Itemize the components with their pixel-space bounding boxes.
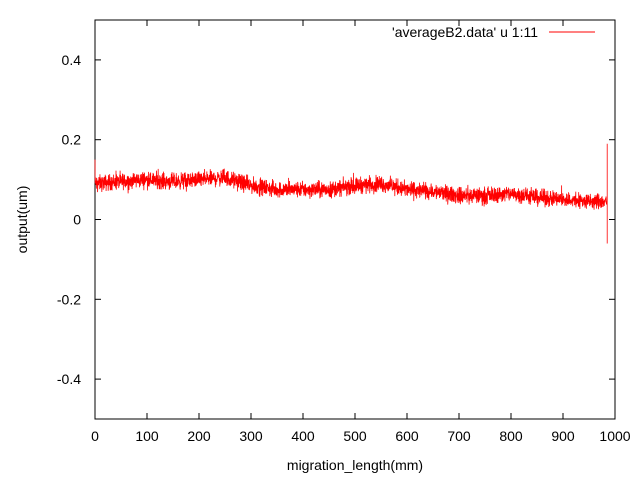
y-tick-label: 0.4: [62, 52, 82, 68]
x-tick-label: 100: [135, 428, 159, 444]
legend: 'averageB2.data' u 1:11: [392, 24, 595, 40]
x-tick-label: 600: [395, 428, 419, 444]
y-tick-label: -0.2: [57, 291, 81, 307]
x-tick-label: 1000: [599, 428, 630, 444]
x-tick-label: 300: [239, 428, 263, 444]
plot-frame: [94, 19, 616, 420]
legend-entry-label: 'averageB2.data' u 1:11: [392, 24, 538, 40]
x-tick-label: 900: [551, 428, 575, 444]
x-tick-label: 700: [447, 428, 471, 444]
x-tick-label: 400: [291, 428, 315, 444]
x-tick-label: 200: [187, 428, 211, 444]
axis-ticks: [94, 20, 616, 419]
plot-border: [94, 19, 616, 420]
series-layer: [94, 143, 608, 244]
x-tick-label: 500: [343, 428, 367, 444]
x-tick-label: 800: [499, 428, 523, 444]
y-tick-label: -0.4: [57, 371, 81, 387]
y-axis-label: output(um): [14, 186, 30, 254]
x-tick-label: 0: [91, 428, 99, 444]
series-line: [94, 143, 608, 244]
y-tick-label: 0.2: [62, 132, 82, 148]
axis-tick-labels: 0 100 200 300 400 500 600 700 800 900 1000 -0.4 -0.2…: [57, 52, 631, 444]
y-tick-label: 0: [73, 212, 81, 228]
x-axis-label: migration_length(mm): [287, 457, 423, 473]
